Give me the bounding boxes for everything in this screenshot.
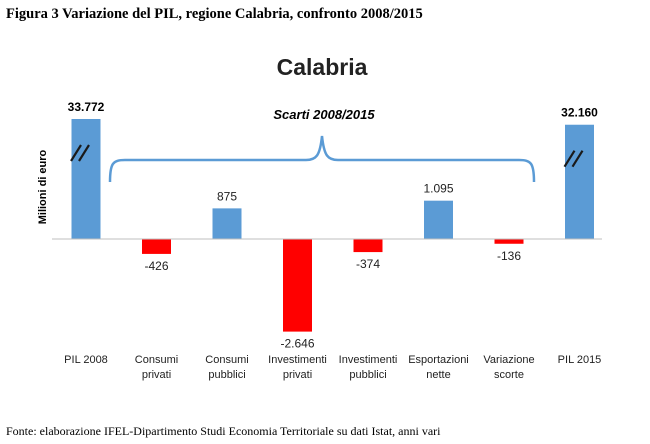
- value-label-investimenti-privati: -2.646: [280, 337, 314, 351]
- axis-break-mark: [78, 144, 90, 162]
- value-label-variazione-scorte: -136: [497, 249, 521, 263]
- bar-pil-2008: [71, 119, 101, 239]
- y-axis-label: Milioni di euro: [37, 149, 49, 224]
- category-label-investimenti-pubblici: Investimenti pubblici: [339, 354, 398, 381]
- bar-pil-2015: [565, 124, 594, 239]
- bar-variazione-scorte: [494, 239, 524, 244]
- category-label-variazione-scorte: Variazione scorte: [483, 354, 534, 381]
- value-label-investimenti-pubblici: -374: [356, 257, 380, 271]
- value-label-consumi-pubblici: 875: [217, 189, 237, 203]
- value-label-pil-2015: 32.160: [561, 106, 598, 120]
- value-label-consumi-privati: -426: [144, 259, 168, 273]
- category-label-pil-2015: PIL 2015: [558, 354, 602, 366]
- source-note: Fonte: elaborazione IFEL-Dipartimento St…: [6, 424, 441, 438]
- bar-investimenti-privati: [283, 239, 312, 332]
- axis-break-mark: [571, 150, 584, 168]
- value-label-esportazioni-nette: 1.095: [423, 182, 453, 196]
- value-label-pil-2008: 33.772: [68, 100, 105, 114]
- bar-investimenti-pubblici: [353, 239, 383, 253]
- brace-shape: [108, 135, 536, 183]
- category-label-consumi-pubblici: Consumi pubblici: [205, 354, 248, 381]
- bars-layer: [70, 119, 594, 332]
- category-labels-layer: PIL 2008 Consumi privati Consumi pubblici Inv…: [64, 354, 601, 381]
- category-label-esportazioni-nette: Esportazioni nette: [408, 354, 469, 381]
- chart-title: Calabria: [277, 54, 368, 80]
- category-label-pil-2008: PIL 2008: [64, 354, 108, 366]
- bar-consumi-privati: [142, 239, 171, 254]
- axis-break-mark: [70, 144, 82, 162]
- category-label-investimenti-privati: Investimenti privati: [268, 354, 327, 381]
- bar-esportazioni-nette: [424, 200, 453, 239]
- category-label-consumi-privati: Consumi privati: [135, 354, 178, 381]
- figure-caption: Figura 3 Variazione del PIL, regione Cal…: [6, 6, 423, 22]
- brace-label: Scarti 2008/2015: [273, 107, 375, 122]
- scarti-brace: Scarti 2008/2015: [108, 102, 536, 183]
- value-labels-layer: 33.772 -426 875 -2.646 -374 1.095 -136 32.160: [68, 100, 599, 351]
- bar-consumi-pubblici: [212, 208, 242, 239]
- axis-break-mark: [563, 150, 576, 168]
- brace-label-background: [254, 102, 394, 126]
